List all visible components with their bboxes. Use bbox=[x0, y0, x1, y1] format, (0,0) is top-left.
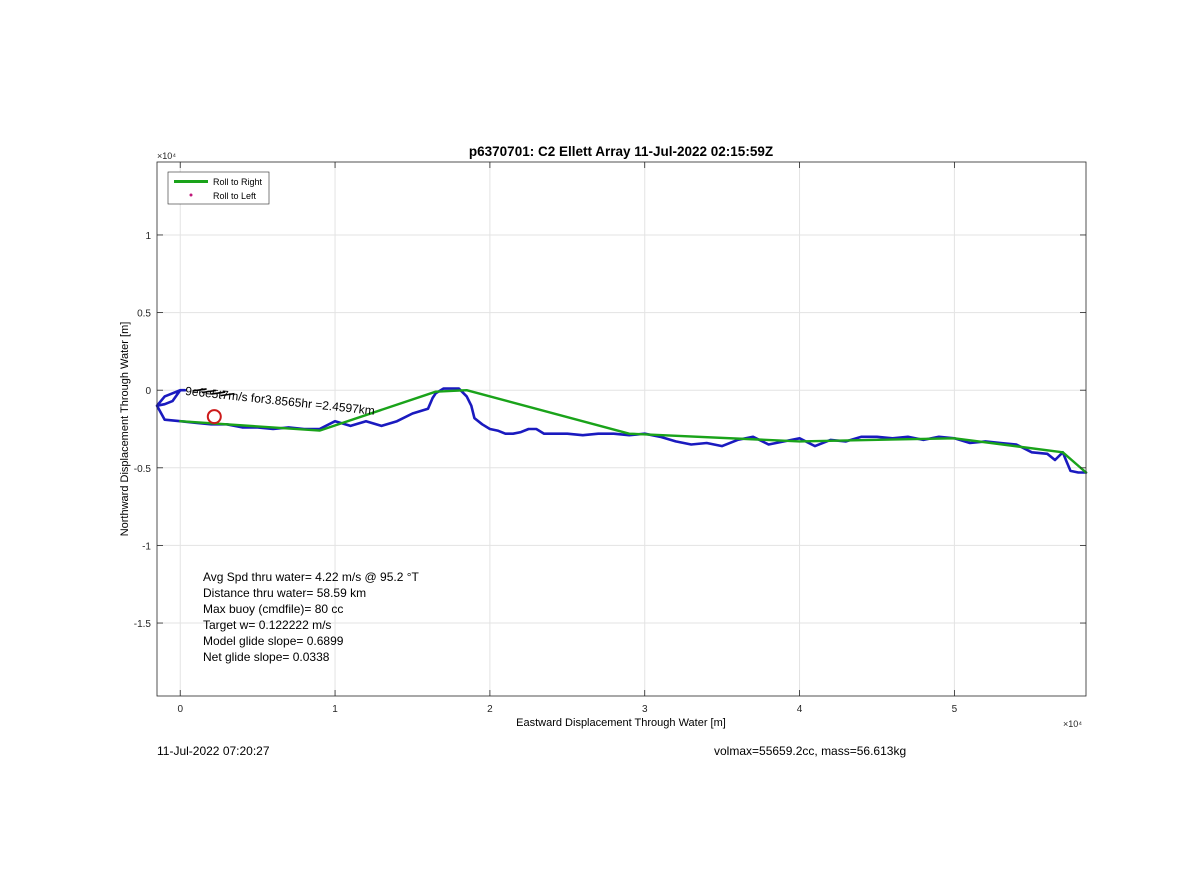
footer-timestamp: 11-Jul-2022 07:20:27 bbox=[157, 744, 270, 758]
x-tick-label: 3 bbox=[642, 704, 648, 715]
y-tick-label: -1 bbox=[142, 541, 151, 552]
y-tick-label: -0.5 bbox=[134, 464, 152, 475]
legend-label-roll-left: Roll to Left bbox=[213, 191, 257, 201]
stats-line-3: Max buoy (cmdfile)= 80 cc bbox=[203, 602, 343, 616]
y-axis-label: Northward Displacement Through Water [m] bbox=[119, 322, 131, 537]
x-axis-label: Eastward Displacement Through Water [m] bbox=[516, 717, 726, 729]
x-tick-label: 1 bbox=[332, 704, 338, 715]
marker-circle bbox=[206, 409, 222, 425]
heading-mark bbox=[201, 389, 217, 394]
x-tick-label: 4 bbox=[797, 704, 803, 715]
plot-frame bbox=[156, 161, 1087, 697]
y-tick-label: 1 bbox=[145, 231, 151, 242]
heading-mark bbox=[211, 391, 226, 395]
stats-line-2: Distance thru water= 58.59 km bbox=[203, 586, 366, 600]
x-tick-label: 0 bbox=[177, 704, 183, 715]
y-tick-label: 0.5 bbox=[137, 309, 151, 320]
legend-box bbox=[167, 171, 270, 205]
heading-mark bbox=[192, 388, 207, 392]
x-axis-exponent: ×10⁴ bbox=[1063, 719, 1082, 729]
stats-line-1: Avg Spd thru water= 4.22 m/s @ 95.2 °T bbox=[203, 570, 420, 584]
legend-swatch-roll-left bbox=[189, 193, 193, 197]
stats-line-4: Target w= 0.122222 m/s bbox=[203, 618, 331, 632]
y-axis-exponent: ×10⁴ bbox=[157, 151, 176, 161]
x-tick-label: 2 bbox=[487, 704, 493, 715]
y-tick-label: 0 bbox=[145, 386, 151, 397]
stats-line-5: Model glide slope= 0.6899 bbox=[203, 634, 344, 648]
y-tick-label: -1.5 bbox=[134, 619, 152, 630]
legend: Roll to Right Roll to Left bbox=[167, 171, 270, 205]
x-tick-label: 5 bbox=[952, 704, 958, 715]
series-line-roll-right bbox=[178, 389, 1088, 474]
ticks: 0 1 2 3 4 5 1 0.5 0 -0.5 -1 -1.5 bbox=[134, 162, 1086, 715]
stats-line-6: Net glide slope= 0.0338 bbox=[203, 650, 330, 664]
legend-label-roll-right: Roll to Right bbox=[213, 177, 263, 187]
heading-mark bbox=[220, 392, 235, 397]
footer-vehicle-info: volmax=55659.2cc, mass=56.613kg bbox=[714, 744, 907, 758]
chart-title: p6370701: C2 Ellett Array 11-Jul-2022 02… bbox=[469, 144, 773, 159]
